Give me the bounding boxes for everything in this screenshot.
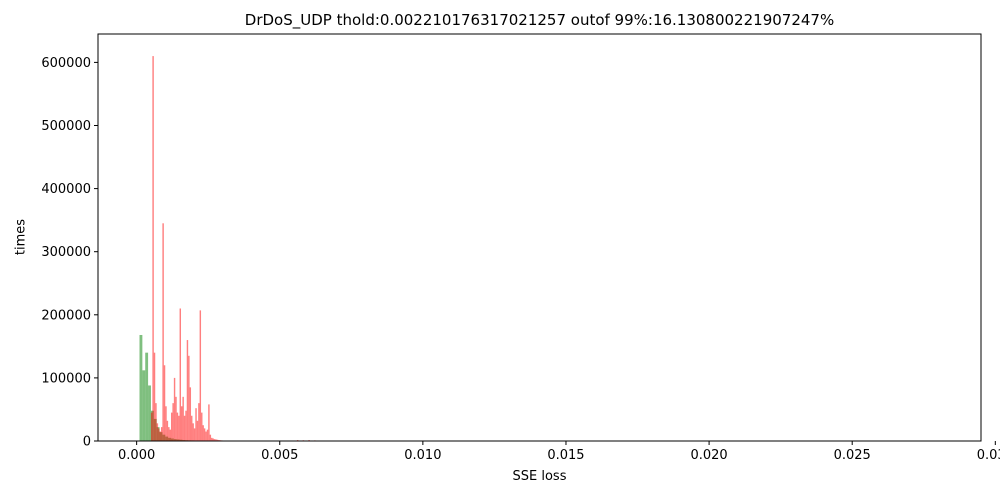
bar-red-28 (191, 415, 193, 441)
bar-red-46 (216, 439, 219, 441)
bar-red-36 (202, 425, 204, 441)
y-tick-label: 400000 (41, 182, 91, 197)
bar-red-37 (203, 428, 206, 441)
bar-green-0 (139, 334, 143, 441)
bar-red-8 (162, 223, 164, 441)
bar-red-6 (159, 431, 161, 441)
y-tick-label: 600000 (41, 56, 91, 71)
bar-green-1 (142, 370, 146, 441)
bar-red-5 (158, 428, 160, 441)
bar-red-33 (198, 403, 200, 441)
bar-red-26 (188, 355, 190, 441)
bar-red-23 (183, 415, 186, 441)
x-tick-label: 0.005 (261, 448, 298, 463)
bar-red-0 (150, 412, 153, 441)
bar-red-41 (209, 434, 212, 441)
bar-green-3 (148, 385, 151, 441)
bar-red-7 (160, 427, 163, 441)
bar-red-1 (152, 56, 154, 442)
y-axis: 0 100000 200000 300000 400000 500000 600000 (41, 56, 98, 450)
x-axis: 0.000 0.005 0.010 0.015 0.020 0.025 0.030 (118, 441, 1000, 463)
bar-red-43 (212, 438, 214, 441)
y-tick-label: 300000 (41, 245, 91, 260)
bar-red-35 (201, 412, 203, 441)
x-tick-label: 0.015 (547, 448, 584, 463)
bar-red-40 (208, 404, 210, 441)
bar-red-24 (185, 410, 187, 441)
chart-title: DrDoS_UDP thold:0.002210176317021257 out… (244, 11, 835, 29)
x-tick-label: 0.010 (404, 448, 441, 463)
bar-red-32 (196, 420, 199, 441)
bar-red-14 (170, 412, 173, 441)
bar-red-13 (169, 429, 171, 441)
x-tick-label: 0.025 (834, 448, 871, 463)
series-red-bars (150, 56, 322, 442)
bar-red-34 (199, 310, 202, 441)
bar-red-4 (156, 423, 159, 441)
y-tick-label: 100000 (41, 371, 91, 386)
bar-red-18 (176, 412, 179, 441)
y-axis-label: times (13, 218, 29, 256)
bar-red-19 (178, 415, 180, 441)
bar-red-25 (186, 340, 189, 441)
bar-red-27 (189, 387, 192, 441)
bar-red-30 (193, 428, 196, 441)
bar-red-16 (173, 377, 176, 441)
bar-red-17 (175, 396, 177, 441)
bar-red-39 (206, 429, 209, 441)
bar-red-21 (181, 406, 183, 441)
bar-red-3 (155, 403, 157, 441)
x-tick-label: 0.030 (977, 448, 1000, 463)
bar-red-15 (172, 403, 174, 441)
y-tick-label: 500000 (41, 119, 91, 134)
bar-red-11 (166, 420, 169, 441)
bar-red-2 (153, 352, 156, 441)
x-tick-label: 0.020 (690, 448, 727, 463)
y-tick-label: 0 (83, 435, 91, 450)
bar-red-12 (168, 427, 170, 441)
bar-red-38 (205, 431, 207, 441)
bar-red-31 (195, 408, 197, 441)
bar-green-2 (145, 352, 149, 441)
bar-red-22 (182, 396, 184, 441)
plot-frame (97, 33, 982, 442)
x-tick-label: 0.000 (118, 448, 155, 463)
y-tick-label: 200000 (41, 308, 91, 323)
bar-red-10 (165, 406, 167, 441)
bar-red-42 (211, 437, 213, 441)
x-axis-label: SSE loss (512, 469, 567, 484)
bar-red-44 (213, 439, 216, 441)
bar-red-29 (192, 423, 194, 441)
bar-red-20 (179, 308, 181, 441)
bar-red-9 (163, 365, 166, 441)
bar-red-45 (215, 439, 217, 441)
